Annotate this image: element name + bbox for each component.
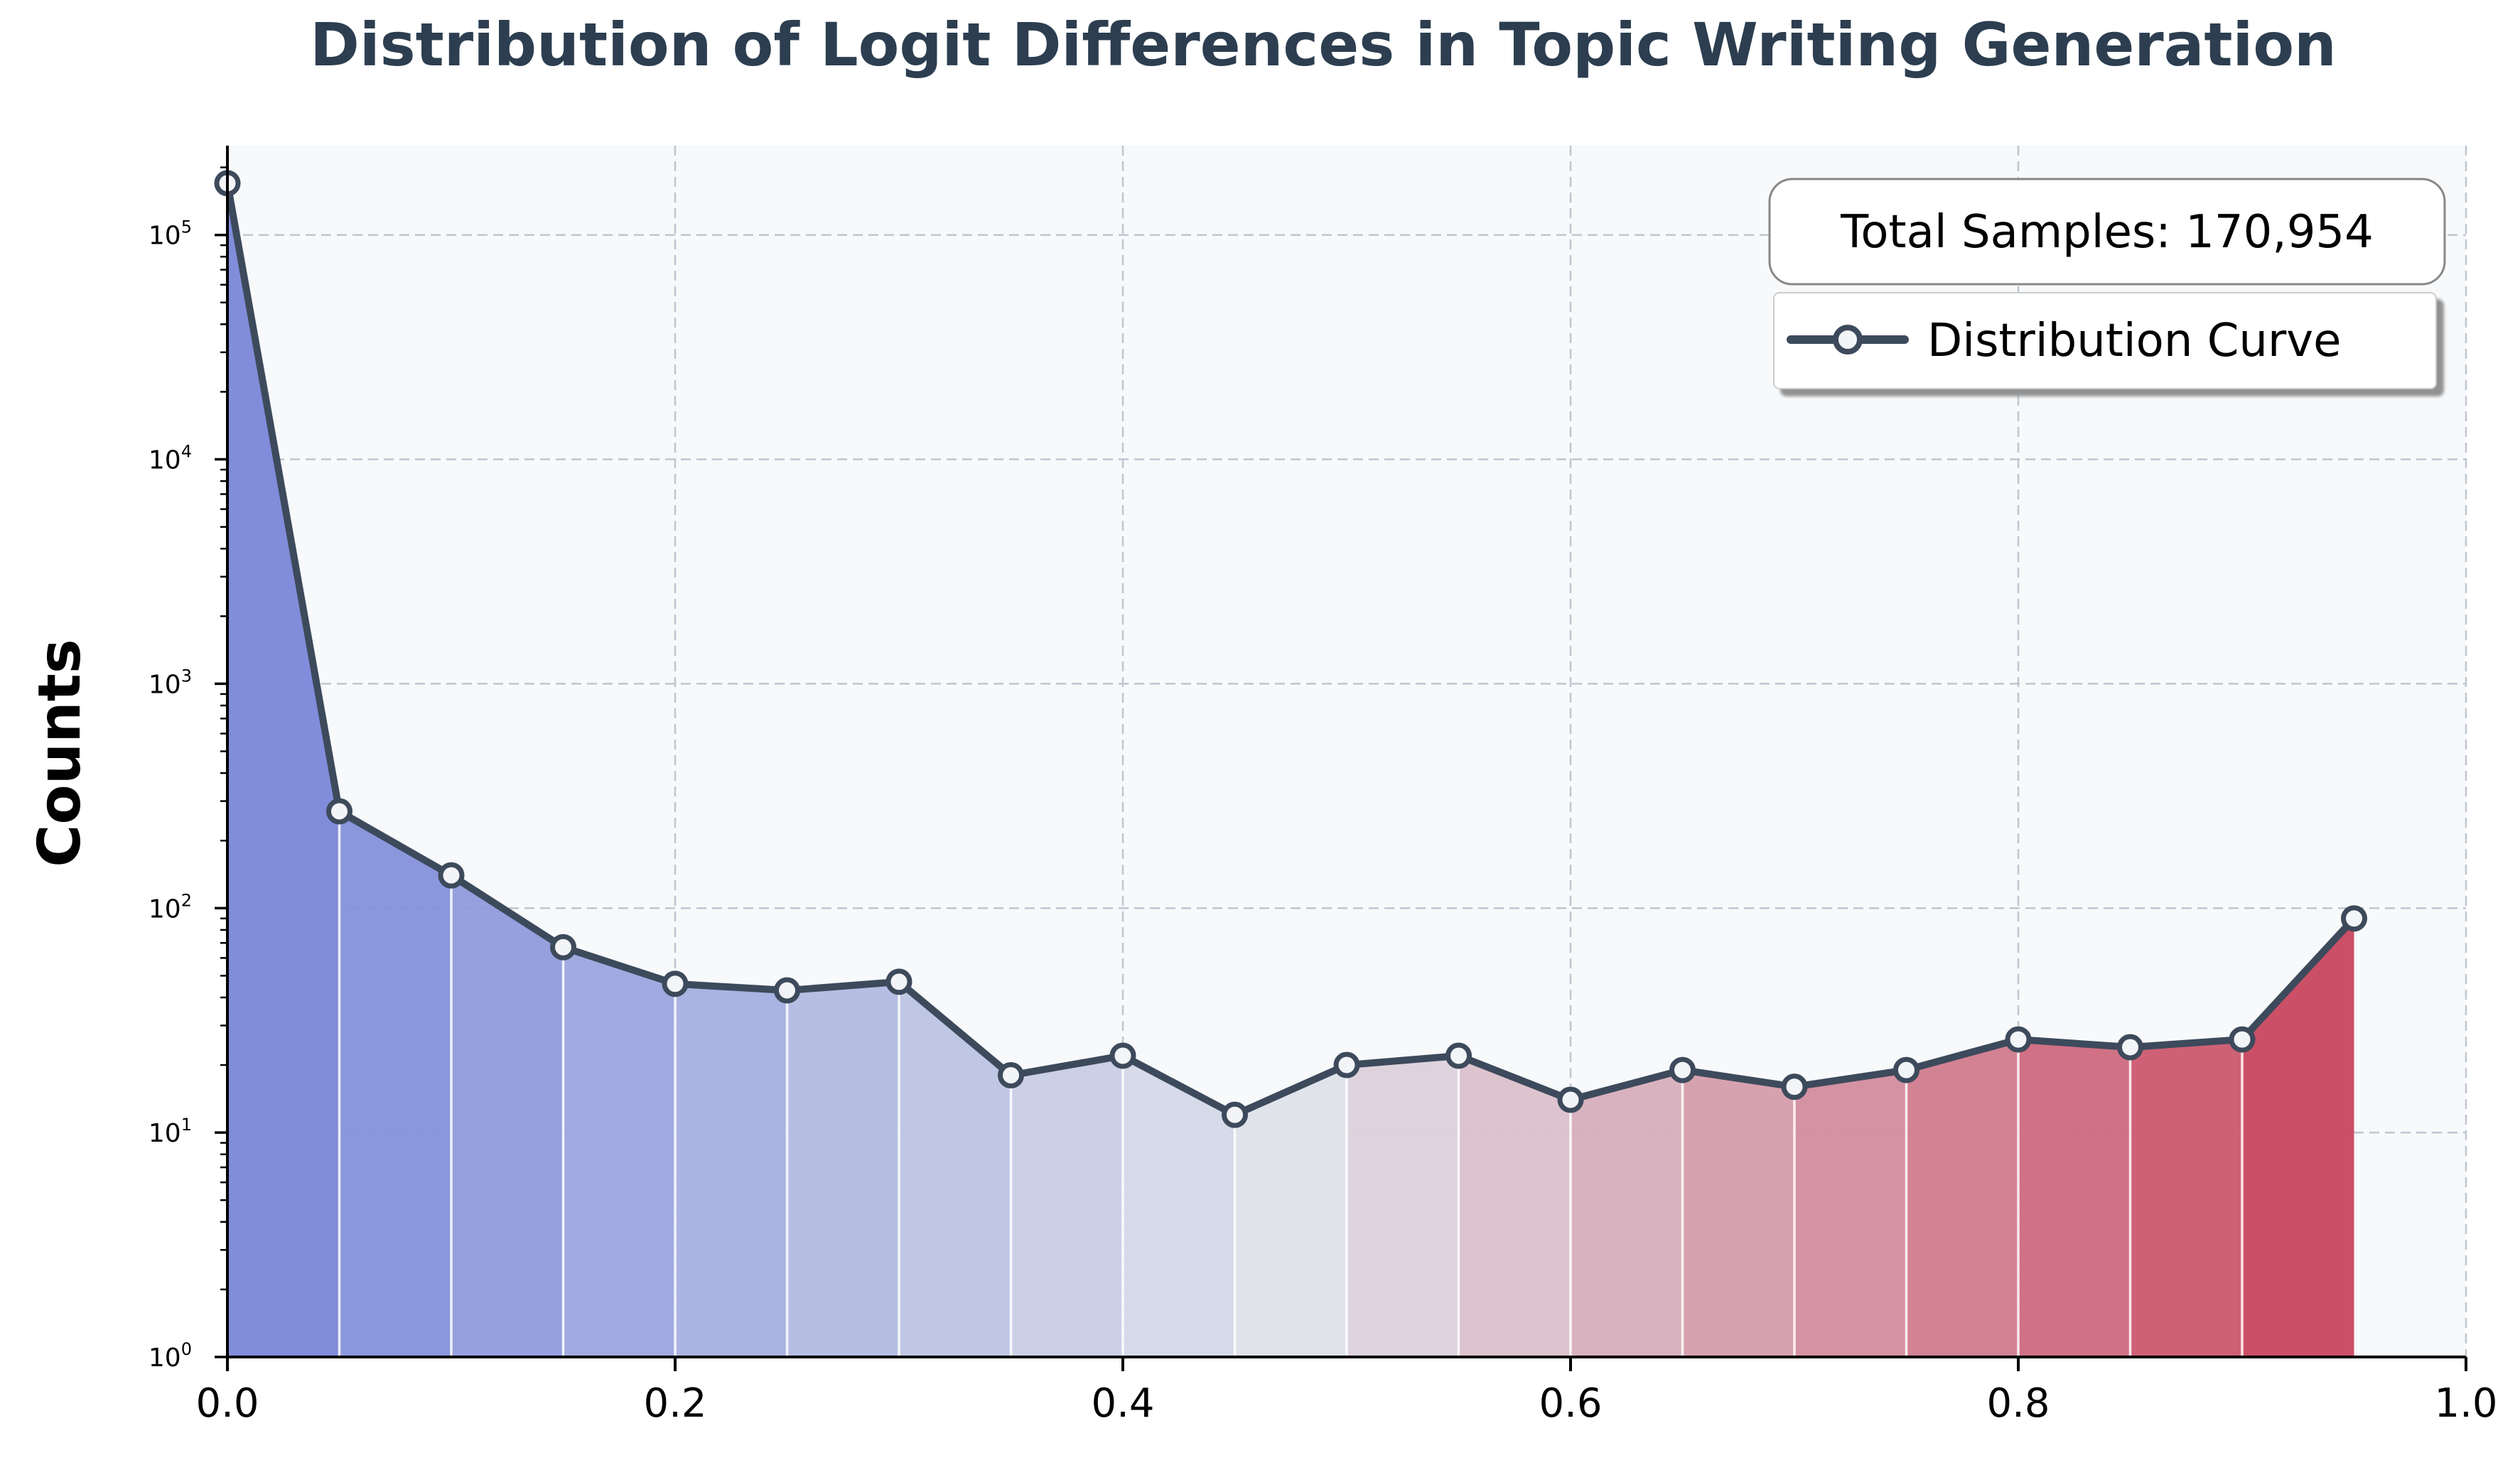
area-segment — [451, 875, 564, 1357]
area-segment — [339, 811, 451, 1357]
area-segment — [1347, 1055, 1459, 1357]
bin-separators — [338, 811, 2244, 1357]
chart-title: Distribution of Logit Differences in Top… — [310, 10, 2337, 80]
area-segment — [2130, 1039, 2242, 1357]
area-segment — [1906, 1039, 2018, 1357]
data-point — [1669, 1056, 1696, 1083]
data-point — [885, 968, 912, 995]
x-tick-label: 0.4 — [1091, 1380, 1154, 1427]
area-segment — [1571, 1070, 1683, 1357]
area-segment — [675, 983, 787, 1357]
y-axis-label: Counts — [26, 639, 94, 867]
total-samples-annotation: Total Samples: 170,954 — [1768, 178, 2446, 286]
area-segment — [899, 981, 1011, 1357]
area-segment — [1123, 1055, 1235, 1357]
area-segment — [787, 981, 899, 1357]
data-point — [326, 798, 352, 825]
x-tick-label: 1.0 — [2434, 1380, 2497, 1427]
data-point — [1333, 1051, 1360, 1078]
series-line — [224, 179, 2358, 1119]
area-segment — [1682, 1070, 1794, 1357]
area-segment — [1458, 1055, 1571, 1357]
x-tick-label: 0.8 — [1986, 1380, 2050, 1427]
x-tick-label: 0.6 — [1539, 1380, 1602, 1427]
area-fills — [227, 183, 2354, 1357]
y-tick-label: 100 — [149, 1339, 192, 1373]
area-segment — [2018, 1039, 2131, 1357]
data-point — [2005, 1026, 2032, 1053]
y-tick-label: 103 — [149, 666, 192, 699]
data-point — [1781, 1074, 1808, 1101]
data-point — [438, 862, 465, 889]
data-point — [1222, 1101, 1248, 1128]
data-point — [550, 934, 576, 961]
legend-entry-distribution-curve: Distribution Curve — [1787, 315, 2342, 367]
data-point — [2229, 1026, 2256, 1053]
area-segment — [563, 947, 675, 1357]
data-point — [1445, 1042, 1472, 1069]
data-point — [2117, 1034, 2143, 1061]
area-segment — [1011, 1055, 1123, 1357]
legend-marker-swatch — [1833, 325, 1863, 355]
y-tick-label: 104 — [149, 442, 192, 475]
x-tick-label: 0.0 — [195, 1380, 259, 1427]
area-segment — [2242, 918, 2354, 1357]
area-segment — [1234, 1065, 1347, 1357]
data-point — [998, 1062, 1024, 1089]
legend — [1773, 292, 2437, 389]
x-tick-label: 0.2 — [643, 1380, 706, 1427]
area-segment — [1794, 1070, 1907, 1357]
y-tick-label: 101 — [149, 1115, 192, 1148]
data-point — [662, 970, 689, 997]
legend-label: Distribution Curve — [1927, 315, 2342, 367]
x-axis-ticks: 0.0 0.2 0.4 0.6 0.8 1.0 — [195, 1357, 2498, 1427]
y-tick-label: 105 — [149, 217, 192, 251]
total-samples-text: Total Samples: 170,954 — [1840, 206, 2374, 259]
area-segment — [227, 183, 340, 1357]
y-tick-label: 102 — [149, 890, 192, 924]
data-point — [1109, 1042, 1136, 1069]
data-point — [2341, 905, 2367, 932]
data-point — [1557, 1086, 1584, 1113]
y-axis-ticks: 100 101 102 103 104 105 — [149, 166, 227, 1373]
data-point — [774, 977, 800, 1004]
data-point — [1893, 1056, 1919, 1083]
series-distribution-curve — [214, 170, 2367, 1128]
